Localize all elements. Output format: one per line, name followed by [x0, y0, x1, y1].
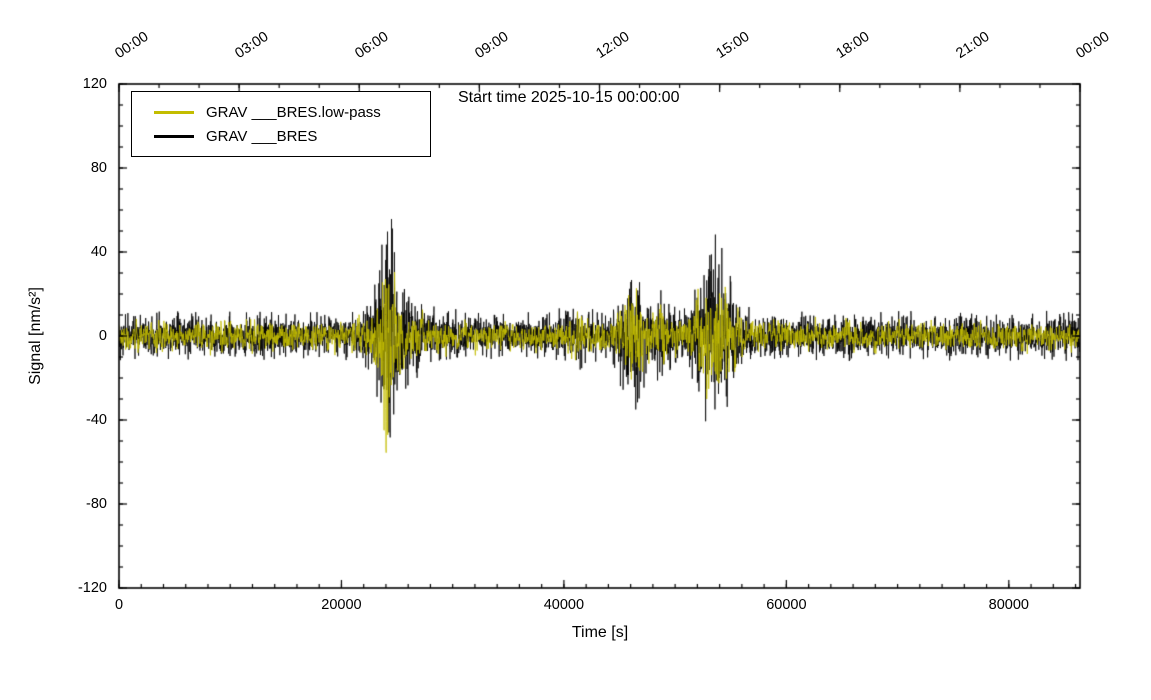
x-tick-label: 60000	[766, 597, 807, 613]
y-tick-label: -80	[86, 496, 107, 512]
chart-title: Start time 2025-10-15 00:00:00	[458, 89, 680, 106]
legend-label-lowpass: GRAV ___BRES.low-pass	[206, 103, 381, 121]
y-tick-label: 0	[98, 328, 107, 344]
legend: GRAV ___BRES.low-pass GRAV ___BRES	[131, 91, 431, 157]
y-tick-label: 120	[82, 76, 107, 92]
x-tick-label: 40000	[543, 597, 585, 613]
legend-item-lowpass: GRAV ___BRES.low-pass	[154, 100, 430, 124]
y-tick-label: -40	[86, 412, 107, 428]
legend-swatch-raw	[154, 134, 194, 138]
x-tick-label: 20000	[321, 597, 362, 613]
y-tick-label: 80	[90, 160, 107, 176]
legend-swatch-lowpass	[154, 110, 194, 114]
x-tick-label: 0	[114, 597, 124, 613]
legend-label-raw: GRAV ___BRES	[206, 127, 318, 145]
x-axis-title: Time [s]	[571, 624, 629, 641]
x-tick-label: 80000	[988, 597, 1029, 613]
legend-item-raw: GRAV ___BRES	[154, 124, 430, 148]
y-axis-title: Signal [nm/s²]	[27, 287, 44, 385]
y-tick-label: -120	[77, 580, 107, 596]
y-tick-label: 40	[90, 244, 107, 260]
